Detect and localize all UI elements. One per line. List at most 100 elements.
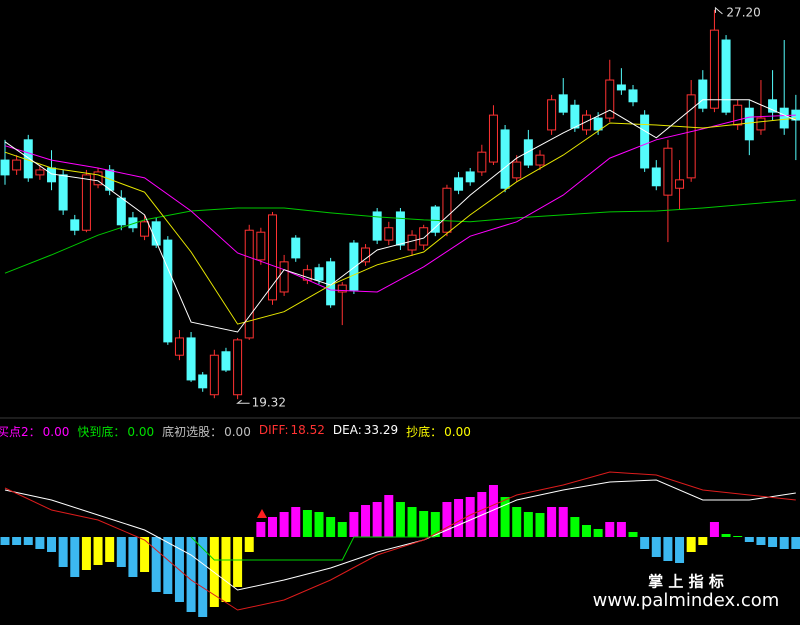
histogram-bar [186,537,196,612]
histogram-bar [523,512,533,537]
candle-body [593,117,603,131]
watermark-url: www.palmindex.com [593,590,780,611]
histogram-bar [93,537,103,565]
candle-body [256,231,266,261]
histogram-bar [535,513,545,537]
candle-body [81,174,91,231]
histogram-bar [23,537,33,545]
histogram-bar [372,502,382,537]
indicator-line [4,479,796,591]
candle-body [395,211,405,246]
histogram-bar [512,507,522,537]
indicator-value: 0.00 [127,425,155,439]
histogram-bar [267,517,277,537]
candle-body [744,107,754,141]
indicator-item: DIFF: 18.52 [259,423,325,440]
candle-body [58,174,68,211]
candle-body [384,227,394,241]
histogram-bar [640,537,650,549]
candle-body [267,214,277,301]
indicator-line [4,117,796,325]
histogram-bar [570,517,580,537]
indicator-value: 33.29 [363,423,399,437]
candle-body [558,94,568,113]
histogram-bar [279,512,289,537]
indicator-item: 买点2： 0.00 [0,423,69,440]
candle-body [291,237,301,259]
histogram-bar [221,537,231,602]
histogram-bar [407,507,417,537]
histogram-bar [198,537,208,617]
candle-body [105,169,115,191]
candle-body [407,234,417,251]
histogram-bar [58,537,68,567]
candle-body [209,354,219,396]
histogram-bar [151,537,161,592]
histogram-bar [35,537,45,549]
candle-body [721,39,731,113]
candle-body [70,219,80,231]
high-annotation: 27.20 [726,5,760,19]
histogram-bar [616,522,626,537]
histogram-bar [454,499,464,537]
candle-body [93,171,103,186]
histogram-bar [593,529,603,537]
candle-body [12,159,22,171]
histogram-bar [314,512,324,537]
histogram-bar [326,517,336,537]
histogram-bar [465,497,475,537]
watermark-title: 掌 上 指 标 [648,573,724,591]
candle-body [733,104,743,126]
candle-body [675,179,685,189]
indicator-name: 抄底： [406,425,443,439]
histogram-bar [744,537,754,542]
histogram-bar [349,512,359,537]
histogram-bar [116,537,126,567]
annotation-arrow [714,6,723,15]
candle-body [640,114,650,169]
candle-body [756,117,766,131]
annotation-arrow [236,399,250,404]
buy-signal-marker [257,509,267,518]
indicator-item: 抄底： 0.00 [406,423,471,440]
indicator-value: 0.00 [224,425,251,439]
macd-panel [0,471,800,617]
candle-body [372,211,382,241]
indicator-value: 18.52 [290,423,325,437]
candle-body [768,99,778,113]
candle-body [186,337,196,381]
candle-body [651,167,661,187]
candle-body [279,261,289,293]
candle-body [535,154,545,166]
indicator-value: 0.00 [42,425,70,439]
candle-body [616,84,626,91]
histogram-bar [675,537,685,563]
price-panel: 27.20 19.32 [0,5,800,410]
histogram-bar [47,537,57,552]
histogram-bar [756,537,766,545]
histogram-bar [500,497,510,537]
candle-body [35,169,45,176]
indicator-header: 买点2： 0.00 快到底： 0.00 底初选股： 0.00 DIFF: 18.52 DEA: 3… [0,423,471,440]
indicator-item: 底初选股： 0.00 [162,423,251,440]
histogram-bar [384,495,394,537]
indicator-line [4,99,797,333]
histogram-bar [291,507,301,537]
histogram-bar [105,537,115,562]
candle-body [430,206,440,233]
candle-body [233,339,243,396]
candle-body [116,197,126,226]
histogram-bar [733,536,743,537]
candle-body [488,114,498,163]
candle-body [628,89,638,103]
indicator-item: 快到底： 0.00 [77,423,154,440]
candle-body [174,337,184,356]
histogram-bar [721,534,731,537]
histogram-bar [779,537,789,549]
candle-body [140,221,150,237]
histogram-bar [768,537,778,547]
histogram-bar [547,507,557,537]
candle-body [163,239,173,343]
